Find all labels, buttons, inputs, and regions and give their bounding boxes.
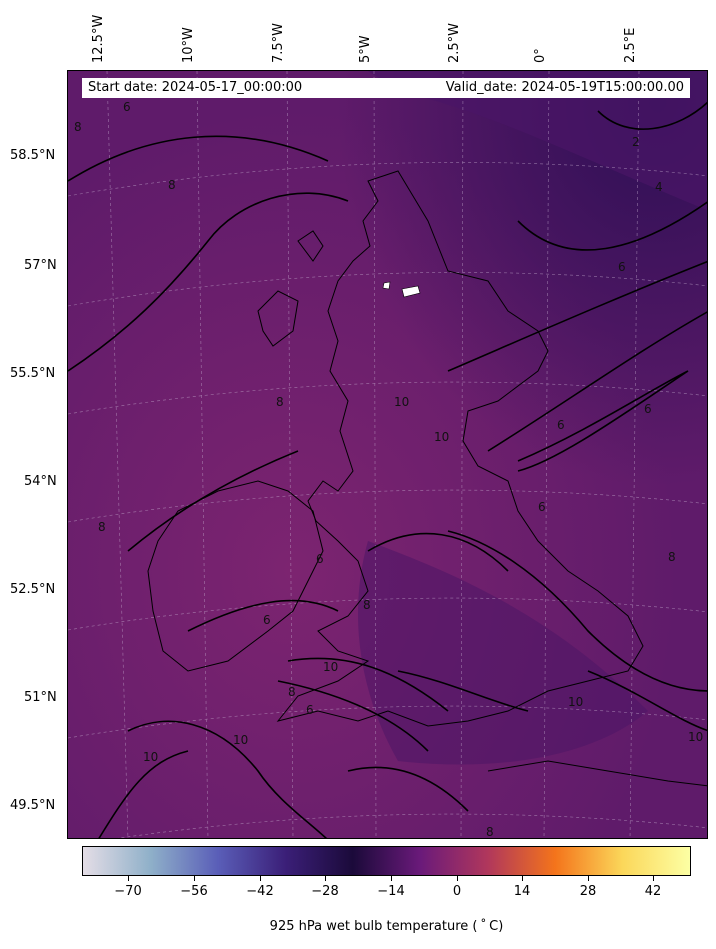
colorbar-tick xyxy=(194,876,195,881)
contour-label: 10 xyxy=(233,733,248,747)
start-date-text: Start date: 2024-05-17_00:00:00 xyxy=(88,80,303,95)
contour-label: 6 xyxy=(618,260,626,274)
contour-label: 10 xyxy=(688,730,703,744)
colorbar-tick-label: −14 xyxy=(377,884,405,899)
colorbar-tick-label: −56 xyxy=(180,884,208,899)
contour-label: 6 xyxy=(316,552,324,566)
contour-label: 4 xyxy=(655,180,663,194)
contour-label: 6 xyxy=(644,402,652,416)
contour-label: 6 xyxy=(263,613,271,627)
contour-label: 8 xyxy=(276,395,284,409)
colorbar-tick-label: 0 xyxy=(452,884,462,899)
lon-label-5w: 5°W xyxy=(358,35,373,63)
coastlines xyxy=(147,170,707,787)
colorbar-tick xyxy=(457,876,458,881)
contour-label: 6 xyxy=(306,703,314,717)
contour-label: 8 xyxy=(668,550,676,564)
contour-label-group: 8 8 6 2 4 6 10 10 6 6 8 6 8 8 6 10 8 6 1… xyxy=(74,100,703,839)
lon-label-7-5w: 7.5°W xyxy=(271,22,286,63)
graticule xyxy=(68,71,707,838)
lon-label-2-5w: 2.5°W xyxy=(447,22,462,63)
lat-label-58-5n: 58.5°N xyxy=(10,148,56,163)
colorbar-tick xyxy=(588,876,589,881)
contour-label: 6 xyxy=(557,418,565,432)
lat-label-55-5n: 55.5°N xyxy=(10,366,56,381)
lat-label-52-5n: 52.5°N xyxy=(10,582,56,597)
colorbar-tick-label: −70 xyxy=(114,884,142,899)
contour-label: 10 xyxy=(394,395,409,409)
lat-label-54n: 54°N xyxy=(24,474,57,489)
contour-label: 8 xyxy=(363,598,371,612)
contour-label: 10 xyxy=(568,695,583,709)
contour-label: 10 xyxy=(323,660,338,674)
colorbar-tick-label: −42 xyxy=(246,884,274,899)
colorbar-tick xyxy=(325,876,326,881)
cooler-band-southeast xyxy=(358,541,648,765)
white-patch xyxy=(401,285,421,298)
contour-label: 10 xyxy=(143,750,158,764)
contour-label: 8 xyxy=(74,120,82,134)
colorbar-tick xyxy=(653,876,654,881)
date-info-bar: Start date: 2024-05-17_00:00:00 Valid_da… xyxy=(82,78,690,98)
contours xyxy=(68,101,707,838)
colorbar-tick-label: 14 xyxy=(513,884,531,899)
colorbar-tick-label: 28 xyxy=(579,884,597,899)
contour-label: 6 xyxy=(538,500,546,514)
lon-label-2-5e: 2.5°E xyxy=(623,27,638,63)
lon-label-0: 0° xyxy=(533,48,548,63)
colorbar-tick xyxy=(391,876,392,881)
contour-label: 8 xyxy=(98,520,106,534)
cooler-band xyxy=(368,71,707,211)
contour-label: 8 xyxy=(486,825,494,839)
contour-label: 8 xyxy=(288,685,296,699)
lat-label-49-5n: 49.5°N xyxy=(10,798,56,813)
colorbar-title: 925 hPa wet bulb temperature ( ˚ C) xyxy=(269,919,504,934)
colorbar xyxy=(82,846,691,876)
white-patch-small xyxy=(382,281,391,290)
map-panel: 8 8 6 2 4 6 10 10 6 6 8 6 8 8 6 10 8 6 1… xyxy=(67,70,708,839)
contour-label: 2 xyxy=(632,135,640,149)
colorbar-tick-label: 42 xyxy=(644,884,662,899)
colorbar-tick xyxy=(260,876,261,881)
contour-label: 6 xyxy=(123,100,131,114)
lon-label-10w: 10°W xyxy=(181,27,196,63)
colorbar-tick-label: −28 xyxy=(311,884,339,899)
contour-label: 10 xyxy=(434,430,449,444)
colorbar-tick xyxy=(522,876,523,881)
wet-bulb-map: 8 8 6 2 4 6 10 10 6 6 8 6 8 8 6 10 8 6 1… xyxy=(68,71,707,839)
lat-label-51n: 51°N xyxy=(24,690,57,705)
contour-label: 8 xyxy=(168,178,176,192)
lat-label-57n: 57°N xyxy=(24,258,57,273)
valid-date-text: Valid_date: 2024-05-19T15:00:00.00 xyxy=(445,80,684,95)
lon-label-12-5w: 12.5°W xyxy=(91,14,106,63)
colorbar-tick xyxy=(128,876,129,881)
